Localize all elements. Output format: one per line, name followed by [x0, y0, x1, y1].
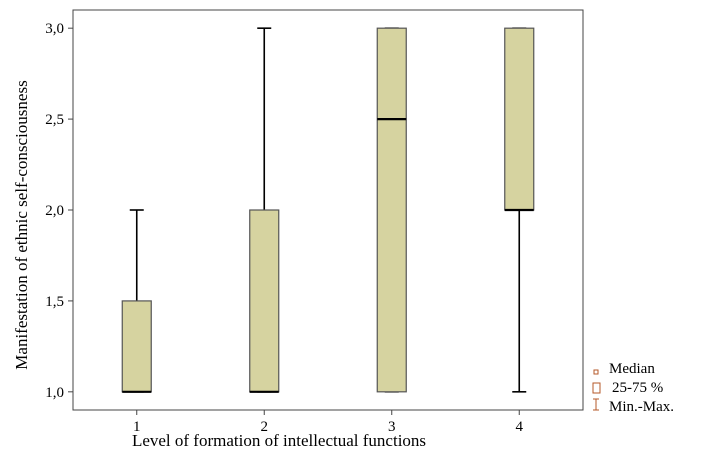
x-axis-title: Level of formation of intellectual funct…: [132, 431, 426, 450]
x-tick-label: 2: [261, 419, 269, 435]
y-axis: 1,0 1,5 2,0 2,5 3,0: [45, 21, 73, 401]
legend-whisker-label: Min.-Max.: [609, 399, 674, 415]
legend-median-icon: [593, 369, 599, 375]
x-tick-label: 3: [388, 419, 396, 435]
plot-area: [72, 9, 584, 411]
y-tick-label: 2,5: [45, 112, 64, 128]
y-axis-title: Manifestation of ethnic self-consciousne…: [12, 80, 31, 369]
x-tick-label: 4: [516, 419, 524, 435]
iqr-box: [376, 27, 407, 393]
y-tick-label: 2,0: [45, 203, 64, 219]
iqr-box: [121, 300, 152, 393]
box-4: [504, 27, 535, 393]
legend-box-label: 25-75 %: [612, 380, 663, 396]
legend-median-label: Median: [609, 361, 655, 377]
box-3: [376, 27, 407, 393]
y-tick-label: 1,5: [45, 294, 64, 310]
x-tick-label: 1: [133, 419, 141, 435]
iqr-box: [504, 27, 535, 211]
boxes: [121, 27, 535, 393]
iqr-box: [249, 209, 280, 393]
box-1: [121, 209, 152, 393]
legend-whisker-icon: [593, 398, 599, 411]
y-tick-label: 1,0: [45, 385, 64, 401]
legend: Median 25-75 % Min.-Max.: [592, 361, 674, 415]
y-tick-label: 3,0: [45, 21, 64, 37]
legend-box-icon: [592, 382, 601, 394]
x-axis: 1 2 3 4: [133, 410, 524, 435]
box-2: [249, 27, 280, 393]
